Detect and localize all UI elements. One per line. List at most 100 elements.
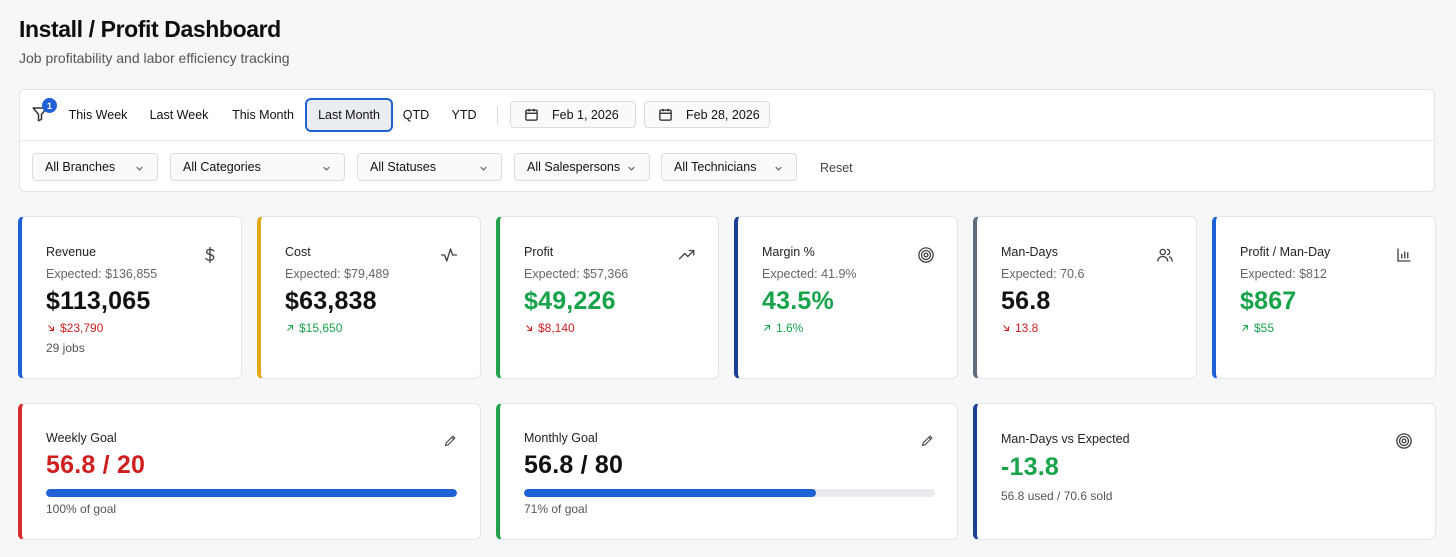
technicians-select[interactable]: All Technicians [661, 153, 797, 181]
preset-last-month[interactable]: Last Month [305, 98, 393, 132]
page-header: Install / Profit Dashboard Job profitabi… [19, 16, 290, 66]
statuses-select-value: All Statuses [370, 160, 437, 174]
card-value: 56.8 / 80 [524, 451, 624, 479]
profit-card: Profit Expected: $57,366 $49,226 $8,140 [496, 216, 719, 379]
arrow-down-right-icon [526, 325, 533, 332]
chevron-down-icon [628, 166, 635, 171]
chevron-down-icon [323, 166, 330, 171]
pencil-icon[interactable] [920, 433, 935, 448]
filter-panel: 1 This Week Last Week This Month Last Mo… [19, 89, 1435, 192]
weekly-goal-card: Weekly Goal 56.8 / 20 100% of goal [18, 403, 481, 540]
filter-count-badge: 1 [42, 98, 57, 113]
card-value: 56.8 [1001, 287, 1051, 315]
card-value: $63,838 [285, 287, 377, 315]
chevron-down-icon [775, 166, 782, 171]
arrow-up-right-icon [287, 324, 294, 331]
monthly-goal-card: Monthly Goal 56.8 / 80 71% of goal [496, 403, 958, 540]
target-icon [1396, 433, 1412, 449]
categories-select-value: All Categories [183, 160, 261, 174]
progress-bar [46, 489, 457, 497]
card-delta-value: 1.6% [776, 321, 804, 335]
preset-this-month[interactable]: This Month [232, 108, 294, 122]
statuses-select[interactable]: All Statuses [357, 153, 502, 181]
preset-this-week[interactable]: This Week [68, 108, 128, 122]
card-delta: $15,650 [285, 321, 342, 335]
card-value: $867 [1240, 287, 1297, 315]
card-expected: Expected: 70.6 [1001, 267, 1085, 281]
card-subtext: 56.8 used / 70.6 sold [1001, 489, 1113, 503]
page-title: Install / Profit Dashboard [19, 16, 281, 42]
margin-card: Margin % Expected: 41.9% 43.5% 1.6% [734, 216, 958, 379]
card-label: Profit [524, 245, 554, 259]
pencil-icon[interactable] [443, 433, 458, 448]
card-delta-value: $55 [1254, 321, 1275, 335]
technicians-select-value: All Technicians [674, 160, 757, 174]
calendar-icon [659, 108, 672, 121]
card-delta-value: $15,650 [299, 321, 343, 335]
profit-per-man-day-card: Profit / Man-Day Expected: $812 $867 $55 [1212, 216, 1436, 379]
card-value: -13.8 [1001, 453, 1059, 481]
card-label: Man-Days [1001, 245, 1058, 259]
progress-bar [524, 489, 935, 497]
bar-chart-icon [1397, 248, 1411, 262]
divider [497, 106, 498, 125]
chevron-down-icon [136, 166, 143, 171]
salespersons-select[interactable]: All Salespersons [514, 153, 650, 181]
arrow-down-right-icon [48, 325, 55, 332]
card-delta-value: $8,140 [538, 321, 575, 335]
preset-qtd[interactable]: QTD [402, 108, 430, 122]
arrow-down-right-icon [1003, 325, 1010, 332]
card-label: Cost [285, 245, 311, 259]
card-expected: Expected: $136,855 [46, 267, 158, 281]
calendar-icon [525, 108, 538, 121]
card-subtext: 29 jobs [46, 341, 85, 355]
cost-card: Cost Expected: $79,489 $63,838 $15,650 [257, 216, 481, 379]
users-icon [1157, 248, 1173, 262]
man-days-vs-expected-card: Man-Days vs Expected -13.8 56.8 used / 7… [973, 403, 1436, 540]
card-delta: 1.6% [762, 321, 803, 335]
card-label: Revenue [46, 245, 97, 259]
page-subtitle: Job profitability and labor efficiency t… [19, 50, 290, 66]
card-label: Monthly Goal [524, 431, 598, 445]
card-delta: $55 [1240, 321, 1274, 335]
start-date-picker[interactable]: Feb 1, 2026 [510, 101, 636, 128]
card-expected: Expected: $812 [1240, 267, 1327, 281]
start-date-value: Feb 1, 2026 [552, 107, 619, 122]
trending-up-icon [678, 249, 695, 260]
arrow-up-right-icon [1242, 324, 1249, 331]
progress-bar-fill [46, 489, 457, 497]
branches-select[interactable]: All Branches [32, 153, 158, 181]
arrow-up-right-icon [764, 324, 771, 331]
card-expected: Expected: $79,489 [285, 267, 390, 281]
card-delta: 13.8 [1001, 321, 1038, 335]
card-value: 43.5% [762, 287, 834, 315]
dropdown-filter-row: All Branches All Categories All Statuses… [20, 141, 1434, 193]
card-expected: Expected: $57,366 [524, 267, 629, 281]
card-delta: $8,140 [524, 321, 575, 335]
end-date-value: Feb 28, 2026 [686, 107, 760, 122]
man-days-card: Man-Days Expected: 70.6 56.8 13.8 [973, 216, 1197, 379]
card-subtext: 71% of goal [524, 502, 588, 516]
end-date-picker[interactable]: Feb 28, 2026 [644, 101, 770, 128]
card-value: $113,065 [46, 287, 151, 315]
preset-ytd[interactable]: YTD [451, 108, 477, 122]
preset-last-week[interactable]: Last Week [149, 108, 209, 122]
date-filter-row: 1 This Week Last Week This Month Last Mo… [20, 90, 1434, 141]
card-subtext: 100% of goal [46, 502, 117, 516]
progress-bar-fill [524, 489, 816, 497]
salespersons-select-value: All Salespersons [527, 160, 621, 174]
card-value: 56.8 / 20 [46, 451, 146, 479]
categories-select[interactable]: All Categories [170, 153, 345, 181]
card-value: $49,226 [524, 287, 616, 315]
chevron-down-icon [480, 166, 487, 171]
card-expected: Expected: 41.9% [762, 267, 857, 281]
dollar-icon [205, 246, 215, 264]
branches-select-value: All Branches [45, 160, 116, 174]
card-label: Profit / Man-Day [1240, 245, 1331, 259]
card-delta-value: 13.8 [1015, 321, 1039, 335]
card-delta-value: $23,790 [60, 321, 104, 335]
card-label: Weekly Goal [46, 431, 117, 445]
reset-filters-button[interactable]: Reset [820, 161, 853, 175]
revenue-card: Revenue Expected: $136,855 $113,065 $23,… [18, 216, 242, 379]
card-label: Man-Days vs Expected [1001, 432, 1130, 446]
